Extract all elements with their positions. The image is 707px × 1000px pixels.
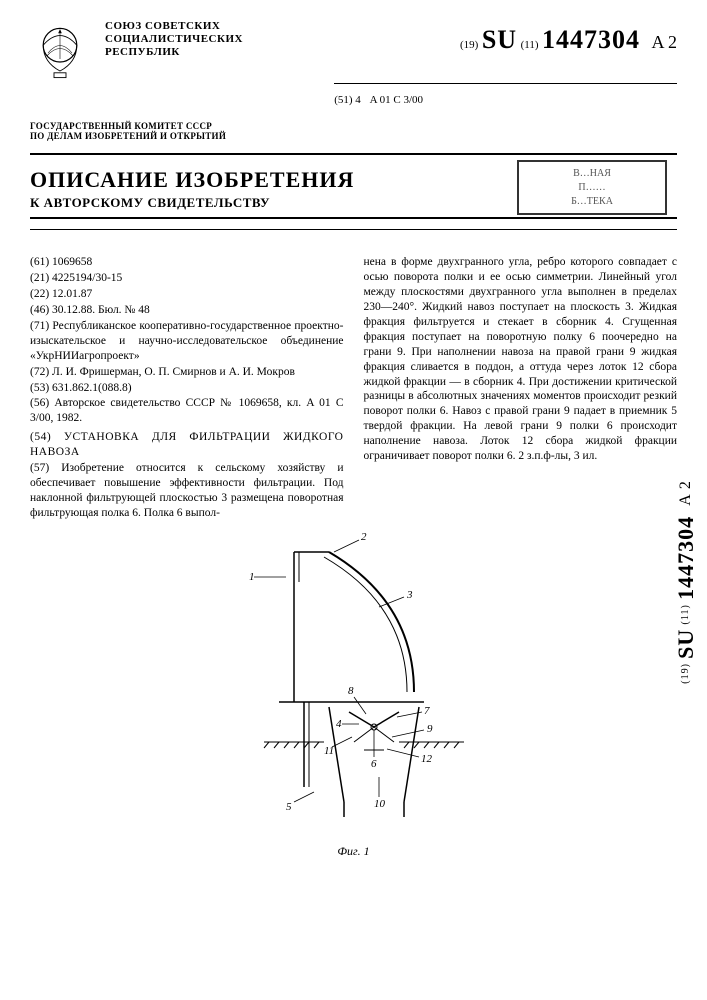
biblio-53: (53) 631.862.1(088.8) bbox=[30, 381, 344, 396]
fig-label-10: 10 bbox=[374, 798, 386, 810]
fig-label-8: 8 bbox=[348, 685, 354, 697]
fig-label-2: 2 bbox=[361, 531, 367, 543]
biblio-54: (54) УСТАНОВКА ДЛЯ ФИЛЬТРАЦИИ ЖИДКОГО НА… bbox=[30, 430, 344, 460]
biblio-22: (22) 12.01.87 bbox=[30, 287, 344, 302]
fig-label-5: 5 bbox=[286, 801, 292, 813]
stamp-line: В…НАЯ bbox=[573, 168, 611, 179]
stamp-line: П…… bbox=[578, 182, 605, 193]
ipc-line: (51) 4 A 01 C 3/00 bbox=[334, 94, 677, 106]
side-country: SU bbox=[673, 629, 698, 659]
library-stamp: В…НАЯ П…… Б…ТЕКА bbox=[517, 160, 667, 215]
biblio-46: (46) 30.12.88. Бюл. № 48 bbox=[30, 303, 344, 318]
fig-label-12: 12 bbox=[421, 753, 433, 765]
biblio-61: (61) 1069658 bbox=[30, 255, 344, 270]
fig-label-3: 3 bbox=[406, 589, 413, 601]
stamp-line: Б…ТЕКА bbox=[571, 196, 613, 207]
fig-label-4: 4 bbox=[336, 718, 342, 730]
side-kind: A 2 bbox=[677, 480, 694, 506]
fig-label-1: 1 bbox=[249, 571, 255, 583]
doc-prefix: (19) bbox=[460, 39, 478, 51]
state-emblem-icon bbox=[30, 20, 90, 80]
figure-1: 1 2 3 4 5 6 7 8 9 10 11 12 bbox=[30, 542, 677, 852]
side-sub: (11) bbox=[680, 604, 691, 624]
left-column: (61) 1069658 (21) 4225194/30-15 (22) 12.… bbox=[30, 255, 344, 522]
doc-id-line: (19) SU (11) 1447304 A 2 bbox=[334, 25, 677, 55]
biblio-71: (71) Республиканское кооперативно-госуда… bbox=[30, 319, 344, 364]
doc-kind: A 2 bbox=[651, 32, 677, 52]
doc-number: 1447304 bbox=[542, 25, 640, 54]
biblio-21: (21) 4225194/30-15 bbox=[30, 271, 344, 286]
body-columns: (61) 1069658 (21) 4225194/30-15 (22) 12.… bbox=[30, 255, 677, 522]
abstract-rest: нена в форме двухгранного угла, ребро ко… bbox=[364, 255, 678, 464]
biblio-56: (56) Авторское свидетельство СССР № 1069… bbox=[30, 396, 344, 426]
side-prefix: (19) bbox=[680, 663, 691, 684]
side-number: 1447304 bbox=[673, 516, 698, 600]
biblio-72: (72) Л. И. Фришерман, О. П. Смирнов и А.… bbox=[30, 365, 344, 380]
header: СОЮЗ СОВЕТСКИХ СОЦИАЛИСТИЧЕСКИХ РЕСПУБЛИ… bbox=[30, 20, 677, 106]
doc-country: SU bbox=[482, 25, 517, 54]
doc-sub: (11) bbox=[521, 39, 539, 51]
fig-label-11: 11 bbox=[324, 745, 334, 757]
biblio-57: (57) Изобретение относится к сельскому х… bbox=[30, 461, 344, 521]
fig-label-9: 9 bbox=[427, 723, 433, 735]
fig-label-7: 7 bbox=[424, 705, 430, 717]
side-doc-id: (19) SU (11) 1447304 A 2 bbox=[673, 480, 699, 684]
ipc-prefix: (51) 4 bbox=[334, 94, 361, 106]
fig-label-6: 6 bbox=[371, 758, 377, 770]
right-column: нена в форме двухгранного угла, ребро ко… bbox=[364, 255, 678, 522]
ipc-code: A 01 C 3/00 bbox=[370, 94, 423, 106]
org-title: СОЮЗ СОВЕТСКИХ СОЦИАЛИСТИЧЕСКИХ РЕСПУБЛИ… bbox=[105, 20, 319, 60]
committee: ГОСУДАРСТВЕННЫЙ КОМИТЕТ СССР ПО ДЕЛАМ ИЗ… bbox=[30, 121, 677, 141]
